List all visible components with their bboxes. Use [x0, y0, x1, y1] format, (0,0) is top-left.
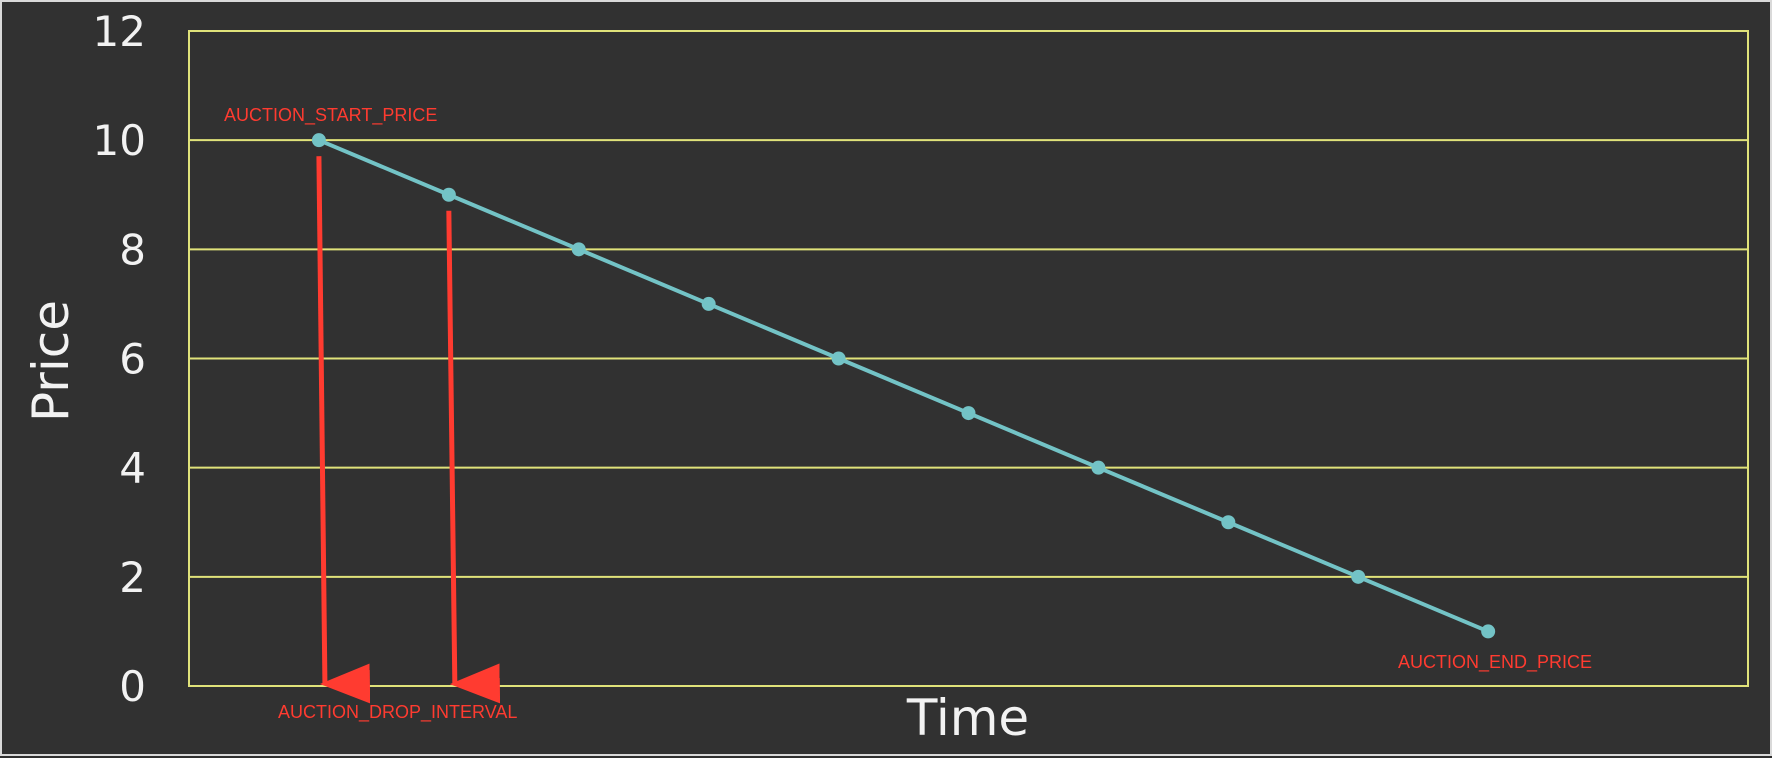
- data-point: [1221, 515, 1236, 530]
- data-point: [701, 296, 716, 311]
- y-tick-label: 0: [119, 662, 146, 711]
- data-point: [831, 351, 846, 366]
- data-point: [1351, 569, 1366, 584]
- data-point: [571, 242, 586, 257]
- auction-start-price-label: AUCTION_START_PRICE: [224, 105, 437, 126]
- series-line: [316, 138, 1491, 634]
- gridlines: [188, 30, 1749, 687]
- y-tick-label: 12: [93, 7, 146, 56]
- data-point: [961, 406, 976, 421]
- y-tick-label: 10: [93, 116, 146, 165]
- data-point: [1481, 624, 1496, 639]
- data-point: [311, 133, 326, 148]
- data-points: [311, 133, 1496, 639]
- auction-end-price-label: AUCTION_END_PRICE: [1398, 652, 1592, 673]
- data-point: [441, 187, 456, 202]
- annotations: [316, 156, 501, 704]
- y-tick-label: 8: [119, 225, 146, 274]
- auction-drop-interval-label: AUCTION_DROP_INTERVAL: [278, 702, 517, 723]
- y-tick-label: 4: [119, 444, 146, 493]
- y-tick-label: 6: [119, 335, 146, 384]
- start-price-arrow: [316, 156, 371, 704]
- series-layer: [316, 138, 1491, 634]
- y-tick-label: 2: [119, 553, 146, 602]
- drop-interval-arrow: [446, 210, 501, 704]
- y-tick-labels: 0 2 4 6 8 10 12: [93, 7, 146, 711]
- data-point: [1091, 460, 1106, 475]
- y-axis-title: Price: [22, 300, 80, 422]
- x-axis-title: Time: [906, 689, 1029, 747]
